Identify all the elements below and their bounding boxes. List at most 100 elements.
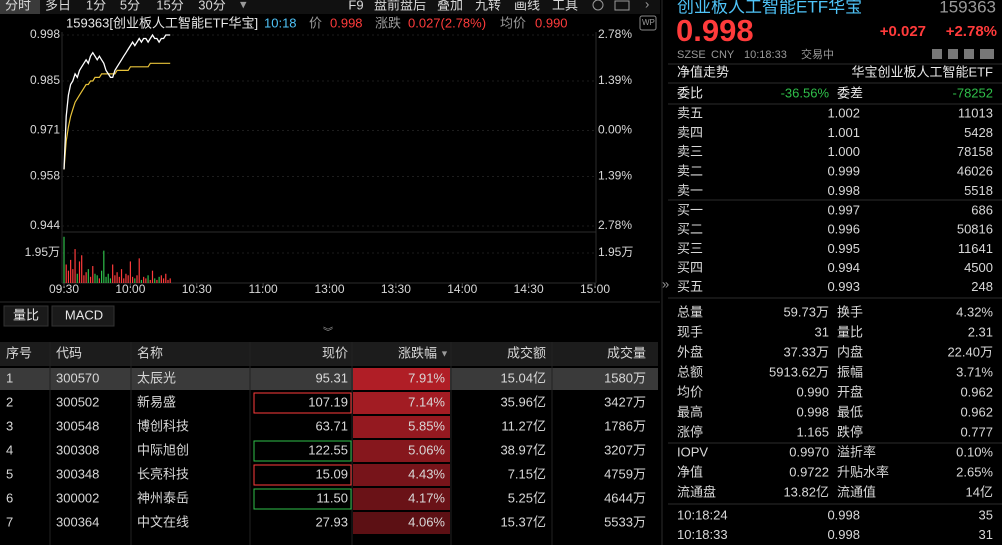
- indicator-tab[interactable]: 量比: [13, 307, 39, 322]
- stat-label: 流通盘: [677, 484, 716, 499]
- table-cell[interactable]: 新易盛: [137, 394, 176, 409]
- more-icon[interactable]: ›: [645, 0, 649, 11]
- table-cell[interactable]: 300308: [56, 442, 99, 457]
- table-cell[interactable]: 300348: [56, 466, 99, 481]
- table-header[interactable]: 成交量: [607, 345, 646, 360]
- table-cell[interactable]: 3: [6, 418, 13, 433]
- avg-line: [63, 62, 171, 170]
- toolbar: [0, 0, 660, 14]
- table-cell: 38.97亿: [500, 442, 546, 457]
- diff-value: -78252: [953, 85, 993, 100]
- book-label: 卖三: [677, 144, 703, 159]
- active-tab-bg: [0, 0, 40, 14]
- table-cell: 7.15亿: [508, 466, 546, 481]
- dropdown-icon[interactable]: ▾: [240, 0, 247, 11]
- wp-badge[interactable]: [639, 15, 657, 31]
- indicator-tab[interactable]: MACD: [65, 307, 103, 322]
- table-header[interactable]: 名称: [137, 345, 163, 360]
- tab-box[interactable]: [51, 305, 115, 327]
- table-header[interactable]: 代码: [56, 345, 82, 360]
- toolbar-tab[interactable]: 分时: [5, 0, 31, 12]
- stat-label: 总额: [677, 364, 703, 379]
- table-cell: 27.93: [315, 514, 348, 529]
- table-cell: 11.50: [316, 490, 348, 505]
- table-cell[interactable]: 6: [6, 490, 13, 505]
- toolbar-tool[interactable]: 画线: [514, 0, 540, 12]
- table-header[interactable]: 成交额: [507, 345, 546, 360]
- pct-tick-label: 1.39%: [598, 169, 632, 183]
- table-header[interactable]: 涨跌幅: [398, 345, 437, 360]
- stat-label: 内盘: [837, 344, 863, 359]
- table-cell[interactable]: 300548: [56, 418, 99, 433]
- book-volume: 78158: [957, 144, 993, 159]
- sort-indicator[interactable]: ▼: [440, 348, 449, 358]
- table-cell[interactable]: 2: [6, 394, 13, 409]
- collapse-arrow[interactable]: »: [662, 276, 669, 291]
- stat-label: 现手: [677, 324, 703, 339]
- quote-code: 159363: [939, 0, 996, 16]
- book-price: 0.999: [827, 164, 860, 179]
- table-cell: 5.06%: [408, 442, 445, 457]
- table-cell[interactable]: 长亮科技: [137, 466, 189, 481]
- pct-tick-label: 2.78%: [598, 218, 632, 232]
- toolbar-tab[interactable]: 5分: [120, 0, 140, 12]
- icon[interactable]: [932, 49, 942, 59]
- book-price: 0.995: [827, 241, 860, 256]
- nav-trend[interactable]: 净值走势: [677, 64, 729, 79]
- pct-tick-label: 2.78%: [598, 27, 632, 41]
- y-tick-label: 0.971: [30, 123, 60, 137]
- table-cell: 5533万: [604, 514, 646, 529]
- book-label: 买四: [677, 260, 703, 275]
- toolbar-tool[interactable]: F9: [348, 0, 363, 12]
- table-cell[interactable]: 300502: [56, 394, 99, 409]
- table-cell[interactable]: 神州泰岳: [137, 490, 189, 505]
- window-icon[interactable]: [614, 0, 630, 11]
- table-cell[interactable]: 300364: [56, 514, 99, 529]
- fund-name: 华宝创业板人工智能ETF: [851, 64, 993, 79]
- tab-box[interactable]: [3, 305, 49, 327]
- quote-price: 0.998: [676, 13, 754, 48]
- book-volume: 248: [971, 279, 993, 294]
- table-cell[interactable]: 太辰光: [137, 370, 176, 385]
- stat-value: 0.777: [960, 424, 993, 439]
- toolbar-tool[interactable]: 工具: [552, 0, 578, 12]
- toolbar-tab[interactable]: 30分: [198, 0, 225, 12]
- table-header[interactable]: 序号: [6, 345, 32, 360]
- table-cell[interactable]: 5: [6, 466, 13, 481]
- table-cell[interactable]: 博创科技: [137, 418, 189, 433]
- table-cell[interactable]: 中文在线: [137, 514, 189, 529]
- table-cell: 3427万: [604, 394, 646, 409]
- table-cell[interactable]: 1: [6, 370, 13, 385]
- icon[interactable]: [948, 49, 958, 59]
- toolbar-tool[interactable]: 盘前盘后: [374, 0, 426, 12]
- book-label: 卖二: [677, 164, 703, 179]
- expand-arrow[interactable]: ︾: [323, 327, 333, 339]
- table-cell[interactable]: 4: [6, 442, 13, 457]
- table-cell[interactable]: 300570: [56, 370, 99, 385]
- settings-icon[interactable]: [592, 0, 604, 11]
- intraday-chart: 0.998 2.78% 0.985 1.39% 0.971 0.00% 0.958 1.39%…: [25, 27, 634, 296]
- toolbar-tab[interactable]: 多日: [45, 0, 71, 12]
- tick-price: 0.998: [827, 527, 860, 542]
- icon[interactable]: [980, 49, 994, 59]
- stat-label: IOPV: [677, 444, 708, 459]
- table-cell: 122.55: [308, 442, 348, 457]
- book-label: 买三: [677, 241, 703, 256]
- table-cell[interactable]: 300002: [56, 490, 99, 505]
- table-cell[interactable]: 中际旭创: [137, 442, 189, 457]
- stat-label: 溢折率: [837, 444, 876, 459]
- tick-price: 0.998: [827, 507, 860, 522]
- chart-time: 10:18: [264, 15, 297, 30]
- table-header[interactable]: 现价: [322, 345, 348, 360]
- toolbar-tab[interactable]: 15分: [156, 0, 183, 12]
- table-cell[interactable]: 7: [6, 514, 13, 529]
- toolbar-tool[interactable]: 九转: [475, 0, 501, 12]
- change-cell-bg: [353, 512, 450, 534]
- toolbar-tab[interactable]: 1分: [86, 0, 106, 12]
- icon[interactable]: [964, 49, 974, 59]
- stat-value: 1.165: [796, 424, 829, 439]
- toolbar-tool[interactable]: 叠加: [437, 0, 463, 12]
- stat-label: 最低: [837, 404, 863, 419]
- x-tick-label: 10:30: [182, 282, 212, 296]
